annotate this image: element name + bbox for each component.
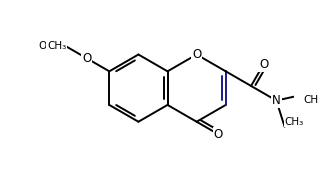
Text: O: O [214,128,223,141]
Text: CH₃: CH₃ [47,41,66,52]
Text: CH₃: CH₃ [285,117,304,127]
Text: OCH₃: OCH₃ [39,41,66,52]
Text: O: O [259,58,268,71]
Text: O: O [82,52,91,65]
Text: O: O [192,48,201,61]
Text: O: O [82,52,91,65]
Text: CH₃: CH₃ [303,95,318,105]
Text: N: N [272,94,281,107]
